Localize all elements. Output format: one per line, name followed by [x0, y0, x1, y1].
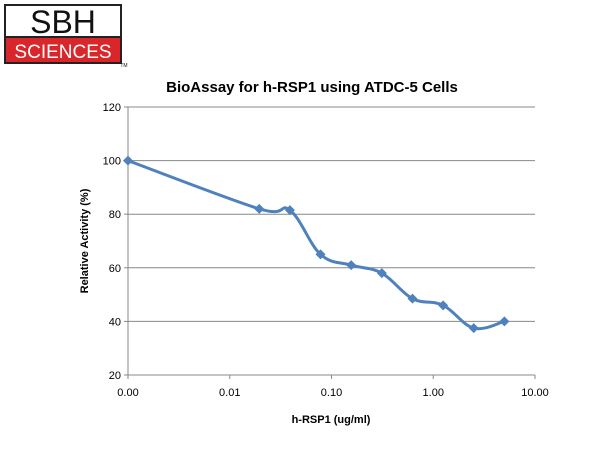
y-tick-labels: 20 40 60 80 100 120 [103, 102, 128, 382]
logo-top-text: SBH [30, 4, 96, 40]
data-point-marker [438, 300, 449, 311]
data-point-marker [346, 260, 357, 271]
data-point-marker [284, 205, 295, 216]
x-tick-labels: 0.00 0.01 0.10 1.00 10.00 [117, 375, 549, 399]
chart-title: BioAssay for h-RSP1 using ATDC-5 Cells [166, 79, 458, 96]
logo-bottom-text: SCIENCES [14, 42, 111, 63]
y-tick-label: 60 [109, 263, 121, 275]
y-tick-label: 100 [103, 156, 121, 168]
data-point-marker [376, 268, 387, 279]
x-tick-label: 10.00 [521, 387, 549, 399]
x-tick-label: 0.01 [219, 387, 240, 399]
logo-bottom-panel [4, 36, 122, 64]
y-tick-label: 120 [103, 102, 121, 114]
data-point-marker [468, 323, 479, 334]
x-tick-label: 1.00 [423, 387, 444, 399]
y-tick-label: 20 [109, 370, 121, 382]
x-axis-title: h-RSP1 (ug/ml) [292, 414, 371, 426]
series-line [127, 159, 505, 331]
data-point-marker [499, 316, 510, 327]
data-point-marker [407, 293, 418, 304]
x-tick-label: 0.10 [321, 387, 342, 399]
logo-trademark: TM [120, 63, 127, 68]
y-axis-title: Relative Activity (%) [79, 188, 91, 293]
data-point-marker [315, 249, 326, 260]
data-point-marker [123, 155, 133, 166]
y-tick-label: 40 [109, 316, 121, 328]
data-point-marker [254, 203, 265, 214]
gridlines [128, 106, 535, 322]
series-markers [123, 155, 510, 334]
x-tick-label: 0.00 [117, 387, 138, 399]
sbh-sciences-logo: SBH SCIENCES TM [4, 4, 128, 68]
y-tick-label: 80 [109, 209, 121, 221]
